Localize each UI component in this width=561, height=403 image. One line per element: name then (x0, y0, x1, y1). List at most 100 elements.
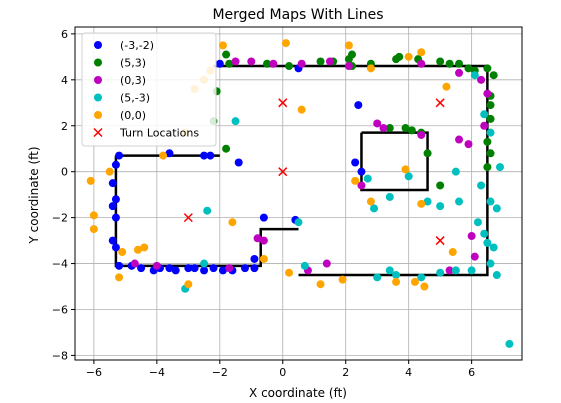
data-point (108, 236, 117, 245)
data-point (373, 119, 382, 128)
data-point (259, 236, 268, 245)
data-point (379, 124, 388, 133)
legend-label: (0,0) (120, 109, 146, 122)
data-point (108, 202, 117, 211)
legend-marker (94, 93, 102, 102)
data-point (285, 268, 294, 277)
data-point (407, 126, 416, 135)
data-point (137, 264, 146, 273)
legend-marker (94, 111, 102, 119)
data-point (200, 151, 209, 160)
data-point (483, 64, 492, 73)
data-point (483, 89, 492, 98)
data-point (417, 130, 426, 139)
data-point (250, 254, 259, 263)
data-point (263, 59, 272, 68)
data-point (351, 158, 360, 167)
data-point (401, 124, 410, 133)
legend-box (81, 32, 217, 147)
data-point (338, 275, 347, 284)
y-tick-label: −8 (52, 349, 68, 362)
x-tick-label: 6 (468, 366, 475, 379)
data-point (455, 197, 464, 206)
plot-frame (74, 26, 523, 361)
data-point (505, 339, 514, 348)
x-tick-label: −4 (149, 366, 165, 379)
legend-marker (93, 127, 103, 138)
data-point (111, 195, 120, 204)
data-point (489, 71, 498, 80)
data-point (209, 264, 218, 273)
data-point (455, 135, 464, 144)
legend-label: (5,3) (120, 57, 146, 70)
y-axis: −8 −6 −4 −2 0 2 4 6 (52, 28, 75, 362)
data-point (442, 82, 451, 91)
data-point (294, 218, 303, 227)
turn-location-marker (435, 236, 445, 246)
data-point (203, 206, 212, 215)
chart-title: Merged Maps With Lines (212, 7, 383, 23)
data-point (152, 261, 161, 270)
scatter-points (86, 39, 514, 348)
y-tick-label: 0 (61, 166, 68, 179)
data-point (118, 248, 127, 257)
legend-label: Turn Locations (119, 127, 199, 140)
data-point (89, 211, 98, 220)
data-point (385, 266, 394, 275)
x-tick-label: −2 (212, 366, 228, 379)
grid (75, 27, 522, 360)
data-point (225, 59, 234, 68)
data-point (480, 110, 489, 119)
data-point (86, 176, 95, 185)
data-point (436, 202, 445, 211)
data-point (344, 62, 353, 71)
turn-location-marker (278, 167, 288, 177)
legend: (-3,-2) (5,3) (0,3) (5,-3) (0,0) Turn Locatio… (81, 32, 217, 147)
data-point (357, 167, 366, 176)
path-line (213, 64, 489, 277)
data-point (480, 121, 489, 130)
data-point (448, 248, 457, 257)
legend-marker (94, 41, 102, 49)
data-point (417, 199, 426, 208)
data-point (489, 243, 498, 252)
turn-location-marker (435, 98, 445, 108)
data-point (445, 59, 454, 68)
data-point (404, 52, 413, 61)
turn-location-marker (183, 213, 193, 223)
data-point (395, 52, 404, 61)
y-tick-label: 6 (61, 28, 68, 41)
data-point (225, 264, 234, 273)
data-point (423, 149, 432, 158)
data-point (477, 75, 486, 84)
data-point (206, 151, 215, 160)
x-tick-label: 4 (405, 366, 412, 379)
data-point (366, 197, 375, 206)
data-point (130, 259, 139, 268)
data-point (455, 68, 464, 77)
x-tick-label: 2 (342, 366, 349, 379)
data-point (322, 259, 331, 268)
data-point (486, 114, 495, 123)
data-point (477, 181, 486, 190)
y-tick-label: −6 (52, 303, 68, 316)
data-point (190, 264, 199, 273)
data-point (222, 50, 231, 59)
data-point (417, 273, 426, 282)
data-point (300, 261, 309, 270)
data-point (486, 197, 495, 206)
data-point (483, 137, 492, 146)
data-point (385, 124, 394, 133)
y-tick-label: −2 (52, 212, 68, 225)
x-axis-label: X coordinate (ft) (249, 386, 347, 400)
data-point (348, 50, 357, 59)
data-point (464, 140, 473, 149)
data-point (115, 151, 124, 160)
y-axis-label: Y coordinate (ft) (27, 146, 41, 244)
data-point (470, 252, 479, 261)
data-point (316, 280, 325, 289)
data-point (495, 163, 504, 172)
data-point (445, 266, 454, 275)
y-tick-label: 4 (61, 74, 68, 87)
